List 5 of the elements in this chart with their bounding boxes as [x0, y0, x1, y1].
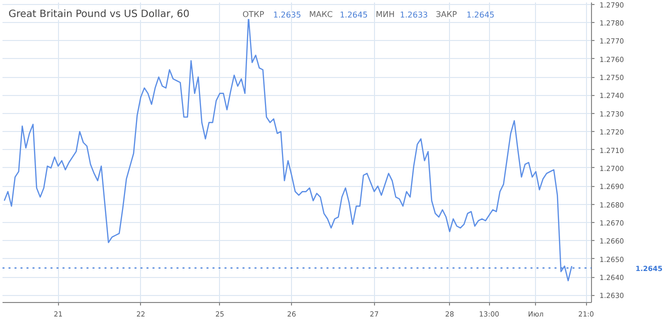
annotation: ОТКР 1.2635 — [242, 10, 302, 20]
annotation: МИН 1.2633 — [376, 10, 428, 20]
annotation: ЗАКР 1.2645 — [436, 10, 494, 20]
annotation: МАКС 1.2645 — [309, 10, 368, 20]
text: Great Britain Pound vs US Dollar, 60 — [8, 9, 190, 20]
